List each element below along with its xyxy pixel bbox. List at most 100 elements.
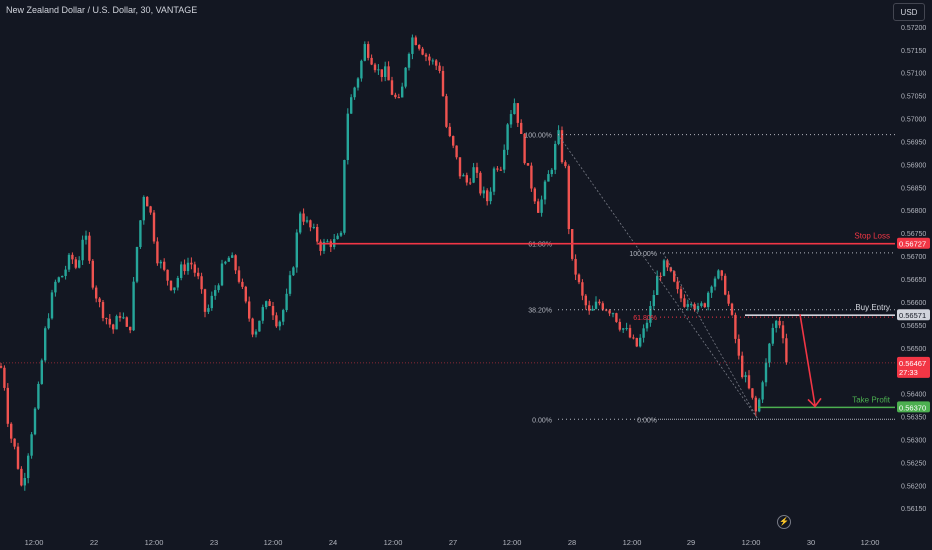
candle [421, 46, 424, 56]
candle [747, 370, 751, 390]
candle [326, 239, 329, 243]
candle-body [84, 235, 88, 240]
y-tick-label: 0.56700 [901, 254, 926, 261]
candle [210, 291, 213, 311]
candle-body [251, 318, 254, 335]
candle-body [169, 280, 173, 291]
candle [540, 195, 543, 217]
candle-body [452, 136, 455, 146]
candle [231, 252, 234, 258]
candle [499, 166, 502, 171]
lightning-icon[interactable]: ⚡ [777, 515, 791, 529]
candle [520, 119, 523, 135]
candle-body [176, 277, 179, 288]
candle [526, 163, 530, 166]
candle-body [50, 292, 54, 319]
candle [163, 258, 166, 272]
candle-body [445, 96, 448, 127]
candle [652, 290, 655, 311]
candle-body [71, 254, 74, 260]
candle [312, 223, 315, 230]
fib2-level-label: 100.00% [629, 251, 657, 258]
candle [567, 164, 570, 235]
candle [438, 62, 441, 74]
candle-body [686, 304, 689, 307]
candle-body [764, 362, 768, 383]
candle-body [139, 220, 142, 247]
candle [550, 168, 553, 177]
candle [564, 160, 567, 169]
candle [639, 334, 642, 348]
candle-body [550, 169, 553, 175]
candle-body [642, 328, 645, 338]
candle [377, 64, 380, 75]
candle-body [503, 149, 506, 170]
candle [516, 103, 519, 127]
candle [146, 196, 149, 207]
y-tick-label: 0.57150 [901, 48, 926, 55]
candle [394, 92, 397, 99]
candle [469, 178, 472, 186]
candle-body [54, 281, 57, 293]
candle-body [737, 338, 740, 356]
fib1-level-label: 61.80% [528, 242, 552, 249]
candle-body [458, 157, 462, 177]
candle-body [414, 37, 417, 45]
candle [486, 188, 489, 206]
candle [492, 166, 496, 196]
x-tick-label: 23 [210, 538, 218, 547]
candle [305, 216, 309, 224]
candle-body [353, 87, 356, 98]
candle [373, 62, 377, 73]
candle-body [693, 304, 696, 310]
candle-body [489, 191, 492, 202]
candle [241, 278, 244, 290]
candle [265, 300, 268, 310]
candle [717, 269, 720, 280]
candle-body [47, 318, 50, 329]
y-tick-label: 0.56900 [901, 162, 926, 169]
candle-body [346, 113, 349, 160]
candle [10, 422, 13, 443]
candle-body [560, 130, 564, 163]
candle [581, 279, 584, 301]
candle-body [295, 232, 298, 268]
candle-body [554, 143, 557, 170]
candle-body [703, 303, 706, 308]
candle-body [203, 289, 207, 312]
candle-body [166, 269, 169, 281]
candle [275, 312, 278, 328]
fib2-level-label: 61.80% [633, 315, 657, 322]
candle-body [649, 306, 652, 323]
currency-button[interactable]: USD [893, 3, 925, 21]
candle [333, 233, 336, 250]
candle-body [499, 169, 502, 171]
candle-body [448, 126, 451, 137]
candle [220, 259, 224, 287]
candle [207, 304, 210, 315]
candle-body [44, 328, 47, 361]
candle-body [482, 190, 485, 194]
candle-body [656, 275, 659, 296]
candle-body [234, 255, 237, 271]
candle-body [285, 293, 288, 311]
candle [625, 322, 628, 331]
candle-body [149, 206, 152, 213]
candle-body [632, 337, 635, 339]
candle-body [781, 325, 785, 339]
candle [152, 209, 156, 244]
candle [737, 334, 740, 360]
candle [16, 442, 20, 470]
candle [533, 187, 536, 204]
candle [724, 273, 727, 296]
candle-body [370, 57, 373, 65]
candle-body [771, 327, 774, 344]
x-tick-label: 24 [329, 538, 337, 547]
candle-body [339, 232, 343, 236]
candle-body [472, 167, 475, 183]
candle-body [115, 316, 118, 330]
candle-body [67, 254, 71, 270]
candle-body [309, 220, 312, 228]
candle [166, 269, 169, 286]
